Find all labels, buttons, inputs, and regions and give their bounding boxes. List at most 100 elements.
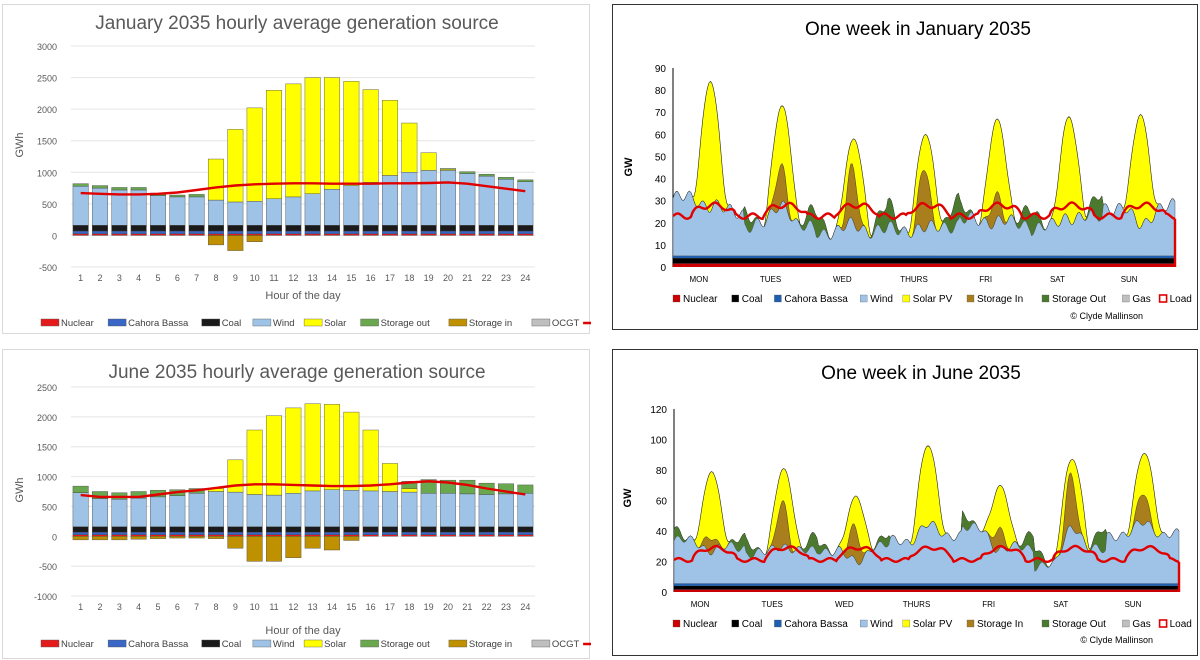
legend-swatch-storage-in [448, 318, 468, 327]
legend-label: Coal [222, 639, 242, 650]
bar-nuclear [420, 233, 437, 236]
bar-nuclear [246, 534, 263, 537]
y-tick-label: -500 [39, 263, 57, 273]
x-day-label: FRI [979, 275, 992, 284]
area-nuclear [673, 263, 1175, 267]
y-tick-label: 40 [655, 175, 667, 186]
bar-storage-out [169, 194, 186, 198]
legend-swatch-gas [1122, 619, 1130, 628]
bar-coal [266, 225, 282, 232]
bar-coal [246, 225, 263, 232]
bar-coal [382, 526, 398, 533]
bar-cahora [266, 230, 282, 235]
bar-storage-out [420, 479, 437, 494]
y-axis-label: GW [622, 488, 634, 508]
area-coal [674, 585, 1179, 590]
x-tick-label: 17 [385, 602, 395, 612]
bar-coal [459, 526, 476, 533]
bar-cahora [208, 531, 224, 535]
legend-label: Load [1170, 619, 1192, 630]
x-tick-label: 3 [117, 273, 122, 283]
legend-label: Storage out [381, 318, 430, 329]
bar-solar [285, 83, 302, 198]
legend-swatch-nuclear [672, 619, 681, 628]
bar-nuclear [498, 534, 514, 537]
bar-wind [498, 493, 514, 527]
bar-wind [362, 182, 379, 226]
area-cahora-bassa [674, 583, 1179, 586]
bar-solar [227, 129, 244, 203]
bar-storage-in [324, 536, 340, 551]
bar-solar [246, 107, 263, 202]
legend-swatch-storage-in [966, 294, 975, 303]
x-tick-label: 12 [288, 273, 298, 283]
bar-storage-in [343, 536, 360, 541]
bar-wind [324, 189, 340, 226]
x-tick-label: 5 [155, 273, 160, 283]
bar-cahora [362, 230, 379, 235]
bar-wind [498, 179, 514, 226]
bar-wind [459, 173, 476, 226]
bar-cahora [401, 230, 418, 235]
bar-cahora [150, 531, 166, 535]
bar-wind [169, 495, 186, 527]
bar-wind [227, 491, 244, 527]
x-tick-label: 8 [213, 273, 218, 283]
x-tick-label: 5 [155, 602, 160, 612]
x-tick-label: 1 [78, 602, 83, 612]
bar-solar [324, 77, 340, 190]
bar-nuclear [72, 534, 89, 537]
bar-wind [343, 185, 360, 226]
x-tick-label: 16 [366, 273, 376, 283]
x-tick-label: 7 [194, 273, 199, 283]
y-tick-label: 120 [650, 405, 667, 416]
credit-text: © Clyde Mallinson [1080, 635, 1153, 645]
bar-solar [324, 404, 340, 490]
chart-title: January 2035 hourly average generation s… [95, 13, 499, 34]
bar-cahora [111, 230, 128, 235]
x-tick-label: 7 [194, 602, 199, 612]
bar-nuclear [440, 534, 456, 537]
y-tick-label: 0 [661, 588, 667, 599]
bar-coal [498, 526, 514, 533]
x-day-label: WED [835, 600, 854, 609]
x-day-label: THURS [903, 600, 931, 609]
january-week-chart-panel: One week in January 2035 GW © Clyde Mall… [612, 4, 1198, 330]
legend-label: OCGT [552, 639, 580, 650]
bar-nuclear [324, 233, 340, 236]
legend-label: Solar [324, 639, 346, 650]
bar-nuclear [227, 534, 244, 537]
january-hourly-chart-panel: January 2035 hourly average generation s… [2, 4, 591, 334]
x-tick-label: 20 [443, 602, 453, 612]
bar-wind [208, 491, 224, 527]
bar-wind [111, 499, 128, 527]
x-tick-label: 6 [175, 602, 180, 612]
legend-label: OCGT [552, 318, 580, 329]
legend-swatch-ocgt [531, 318, 551, 327]
bar-coal [362, 526, 379, 533]
bar-solar [227, 459, 244, 493]
bar-cahora [285, 531, 302, 535]
x-tick-label: 9 [233, 273, 238, 283]
y-tick-label: 0 [52, 532, 57, 542]
bar-cahora [382, 230, 398, 235]
y-tick-label: 3000 [37, 42, 57, 52]
bar-nuclear [517, 534, 534, 537]
bar-coal [150, 526, 166, 533]
legend-swatch-cahora-bassa [774, 294, 782, 303]
x-tick-label: 4 [136, 602, 141, 612]
legend-label: Solar PV [913, 294, 953, 305]
bar-cahora [343, 531, 360, 535]
bar-storage-out [72, 485, 89, 493]
x-day-label: FRI [982, 600, 995, 609]
bar-wind [478, 494, 495, 527]
x-day-label: MON [691, 600, 710, 609]
bar-coal [169, 225, 186, 232]
legend-label: Storage in [469, 318, 512, 329]
bar-coal [130, 225, 147, 232]
x-tick-label: 21 [462, 602, 472, 612]
bar-coal [420, 225, 437, 232]
chart-title: One week in June 2035 [821, 363, 1021, 384]
x-day-label: TUES [762, 600, 783, 609]
y-tick-label: 1500 [37, 443, 57, 453]
